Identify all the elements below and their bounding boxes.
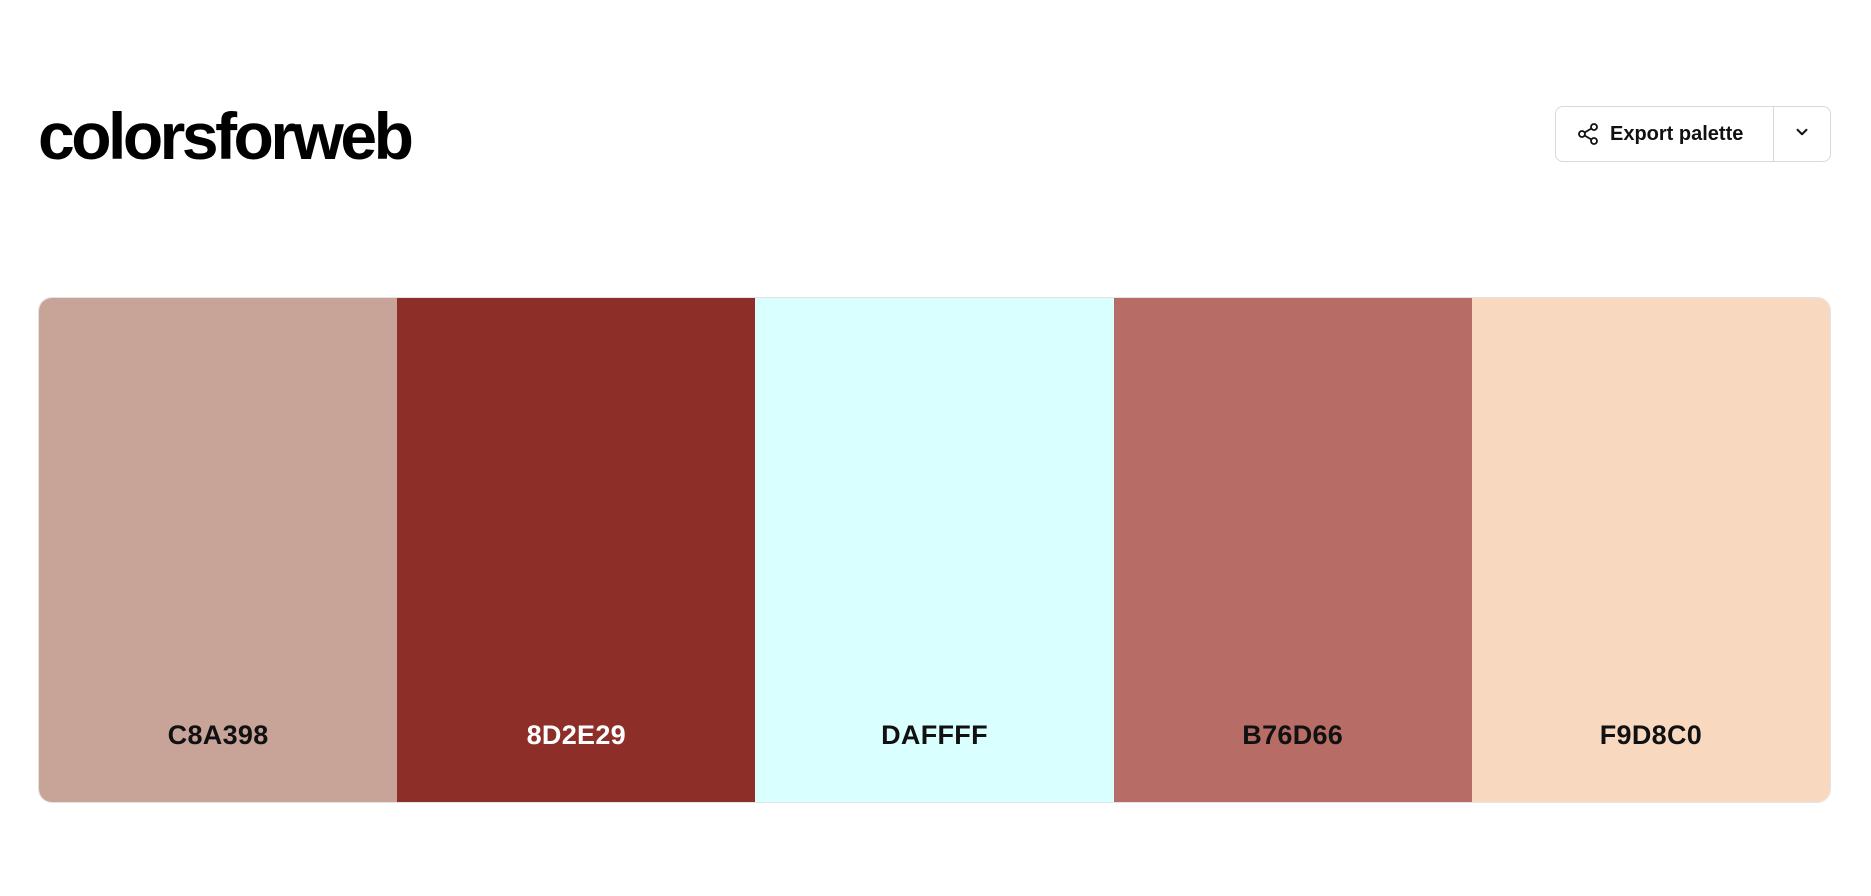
- color-palette: C8A398 8D2E29 DAFFFF B76D66 F9D8C0: [38, 297, 1831, 803]
- export-options-dropdown-button[interactable]: [1774, 107, 1830, 161]
- export-button-group: Export palette: [1555, 106, 1831, 162]
- color-swatch-3[interactable]: DAFFFF: [755, 298, 1114, 802]
- swatch-hex-label: DAFFFF: [881, 720, 988, 750]
- swatch-hex-label: F9D8C0: [1599, 720, 1703, 750]
- color-swatch-1[interactable]: C8A398: [39, 298, 398, 802]
- color-swatch-4[interactable]: B76D66: [1113, 298, 1472, 802]
- color-swatch-2[interactable]: 8D2E29: [397, 298, 756, 802]
- color-swatch-5[interactable]: F9D8C0: [1471, 298, 1830, 802]
- export-palette-label: Export palette: [1610, 122, 1744, 145]
- export-palette-button[interactable]: Export palette: [1556, 107, 1774, 161]
- share-icon: [1576, 122, 1600, 146]
- swatch-hex-label: 8D2E29: [526, 720, 626, 750]
- swatch-hex-label: C8A398: [167, 720, 269, 750]
- swatch-hex-label: B76D66: [1242, 720, 1344, 750]
- site-logo[interactable]: colorsforweb: [38, 99, 414, 173]
- chevron-down-icon: [1793, 123, 1811, 146]
